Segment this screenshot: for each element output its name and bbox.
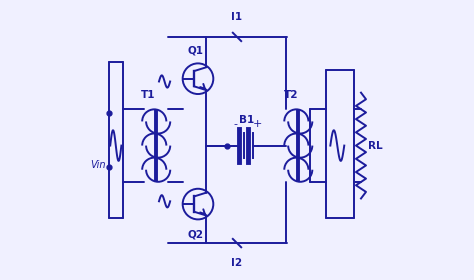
Text: RL: RL bbox=[368, 141, 383, 151]
Text: +: + bbox=[253, 119, 262, 129]
Text: T2: T2 bbox=[284, 90, 299, 101]
Text: B1: B1 bbox=[239, 115, 255, 125]
Circle shape bbox=[182, 189, 213, 220]
Text: Q1: Q1 bbox=[187, 46, 203, 56]
Text: I1: I1 bbox=[231, 12, 243, 22]
Text: Vin: Vin bbox=[91, 160, 106, 170]
Text: -: - bbox=[233, 119, 237, 129]
Circle shape bbox=[182, 63, 213, 94]
Text: Q2: Q2 bbox=[187, 230, 203, 240]
Text: I2: I2 bbox=[231, 258, 243, 268]
Text: T1: T1 bbox=[141, 90, 155, 101]
